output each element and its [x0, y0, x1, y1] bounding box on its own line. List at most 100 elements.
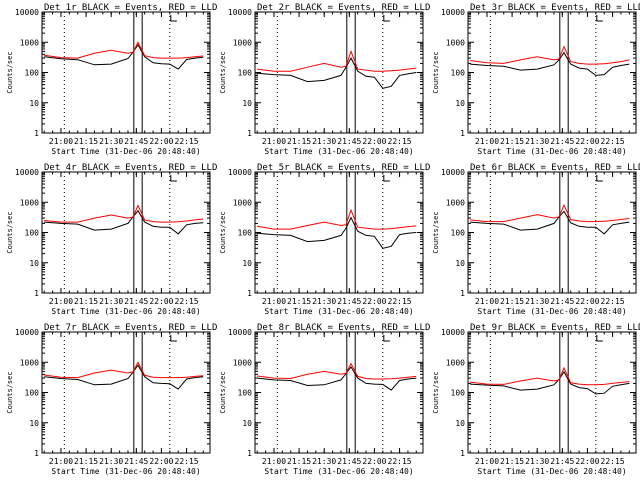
y-tick-label: 100 [238, 229, 253, 238]
y-tick-label: 10000 [441, 328, 465, 337]
corner-marker [383, 335, 390, 342]
y-tick-label: 10000 [228, 168, 252, 177]
x-tick-label: 21:15 [287, 137, 311, 146]
y-axis-label: Counts/sec [219, 211, 227, 253]
y-tick-label: 10 [242, 99, 252, 108]
y-tick-label: 100 [25, 69, 40, 78]
y-tick-label: 1 [34, 449, 39, 458]
series-events-line [257, 57, 417, 89]
y-axis-label: Counts/sec [432, 371, 440, 413]
x-tick-label: 22:00 [149, 297, 173, 306]
x-tick-label: 22:15 [601, 297, 625, 306]
corner-marker [170, 335, 177, 342]
x-axis-label: Start Time (31-Dec-06 20:48:40) [51, 467, 200, 476]
x-axis-label: Start Time (31-Dec-06 20:48:40) [477, 307, 626, 316]
x-axis-label: Start Time (31-Dec-06 20:48:40) [264, 307, 413, 316]
y-axis-label: Counts/sec [219, 51, 227, 93]
series-lld-line [44, 204, 204, 223]
y-tick-label: 100 [451, 229, 466, 238]
y-tick-label: 10000 [441, 168, 465, 177]
x-tick-label: 21:00 [475, 297, 499, 306]
panel-title: Det 1r BLACK = Events, RED = LLD [44, 3, 217, 13]
x-tick-label: 22:15 [175, 457, 199, 466]
y-tick-label: 1 [247, 449, 252, 458]
x-tick-label: 22:15 [175, 297, 199, 306]
y-tick-label: 1000 [446, 358, 465, 367]
y-tick-label: 1 [34, 289, 39, 298]
panel-title: Det 5r BLACK = Events, RED = LLD [257, 163, 430, 173]
x-tick-label: 21:15 [500, 457, 524, 466]
x-tick-label: 21:45 [337, 457, 361, 466]
x-tick-label: 21:30 [525, 297, 549, 306]
corner-marker [596, 175, 603, 182]
x-tick-label: 21:15 [74, 297, 98, 306]
y-tick-label: 1000 [20, 198, 39, 207]
x-tick-label: 21:00 [49, 457, 73, 466]
y-axis-label: Counts/sec [6, 211, 14, 253]
y-tick-label: 10 [455, 99, 465, 108]
x-tick-label: 22:15 [388, 137, 412, 146]
series-lld-line [257, 208, 417, 230]
x-tick-label: 22:00 [362, 137, 386, 146]
x-tick-label: 21:45 [550, 137, 574, 146]
x-tick-label: 21:30 [525, 457, 549, 466]
corner-marker [596, 15, 603, 22]
y-tick-label: 10 [455, 419, 465, 428]
panel-title: Det 2r BLACK = Events, RED = LLD [257, 3, 430, 13]
x-tick-label: 21:15 [287, 457, 311, 466]
x-tick-label: 21:30 [525, 137, 549, 146]
y-tick-label: 1000 [233, 38, 252, 47]
series-lld-line [44, 41, 204, 59]
series-lld-line [470, 45, 630, 65]
x-tick-label: 21:15 [500, 137, 524, 146]
y-tick-label: 10 [29, 419, 39, 428]
panel-det-6: Det 6r BLACK = Events, RED = LLD 1 10 100 10… [432, 163, 640, 316]
y-tick-label: 1 [34, 129, 39, 138]
x-axis-label: Start Time (31-Dec-06 20:48:40) [51, 147, 200, 156]
y-tick-label: 100 [238, 389, 253, 398]
y-tick-label: 1000 [446, 38, 465, 47]
x-axis-label: Start Time (31-Dec-06 20:48:40) [477, 147, 626, 156]
x-tick-label: 21:00 [262, 457, 286, 466]
x-tick-label: 21:45 [337, 297, 361, 306]
x-tick-label: 22:00 [149, 457, 173, 466]
x-tick-label: 21:45 [550, 457, 574, 466]
y-tick-label: 10000 [15, 328, 39, 337]
y-tick-label: 10000 [15, 8, 39, 17]
x-tick-label: 21:45 [337, 137, 361, 146]
x-tick-label: 21:00 [49, 297, 73, 306]
series-lld-line [470, 366, 630, 386]
plot-frame [254, 331, 424, 454]
plot-frame [41, 171, 211, 294]
x-tick-label: 21:30 [312, 137, 336, 146]
y-tick-label: 10 [455, 259, 465, 268]
y-tick-label: 1 [460, 129, 465, 138]
y-tick-label: 100 [25, 389, 40, 398]
y-tick-label: 1000 [446, 198, 465, 207]
x-tick-label: 21:45 [550, 297, 574, 306]
y-axis-label: Counts/sec [6, 51, 14, 93]
y-tick-label: 1000 [20, 38, 39, 47]
y-tick-label: 1000 [233, 198, 252, 207]
y-tick-label: 1 [460, 289, 465, 298]
y-tick-label: 100 [238, 69, 253, 78]
x-tick-label: 21:00 [49, 137, 73, 146]
x-tick-label: 22:00 [362, 457, 386, 466]
x-tick-label: 22:00 [362, 297, 386, 306]
y-tick-label: 10000 [15, 168, 39, 177]
x-tick-label: 22:15 [601, 137, 625, 146]
panel-title: Det 3r BLACK = Events, RED = LLD [470, 3, 640, 13]
y-tick-label: 10000 [441, 8, 465, 17]
y-tick-label: 10000 [228, 8, 252, 17]
series-lld-line [44, 361, 204, 379]
x-tick-label: 22:15 [388, 297, 412, 306]
panel-title: Det 4r BLACK = Events, RED = LLD [44, 163, 217, 173]
y-axis-label: Counts/sec [432, 51, 440, 93]
x-tick-label: 21:00 [475, 457, 499, 466]
series-events-line [44, 209, 204, 235]
x-tick-label: 21:00 [262, 137, 286, 146]
y-tick-label: 100 [25, 229, 40, 238]
plot-frame [467, 331, 637, 454]
plot-frame [254, 11, 424, 134]
x-tick-label: 21:00 [262, 297, 286, 306]
